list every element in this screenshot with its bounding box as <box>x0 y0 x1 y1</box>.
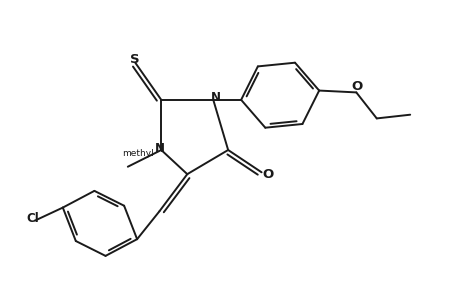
Text: methyl: methyl <box>122 149 154 158</box>
Text: Cl: Cl <box>27 212 39 225</box>
Text: N: N <box>210 92 220 104</box>
Text: O: O <box>351 80 362 93</box>
Text: O: O <box>262 168 273 181</box>
Text: S: S <box>130 53 140 66</box>
Text: N: N <box>154 142 164 154</box>
